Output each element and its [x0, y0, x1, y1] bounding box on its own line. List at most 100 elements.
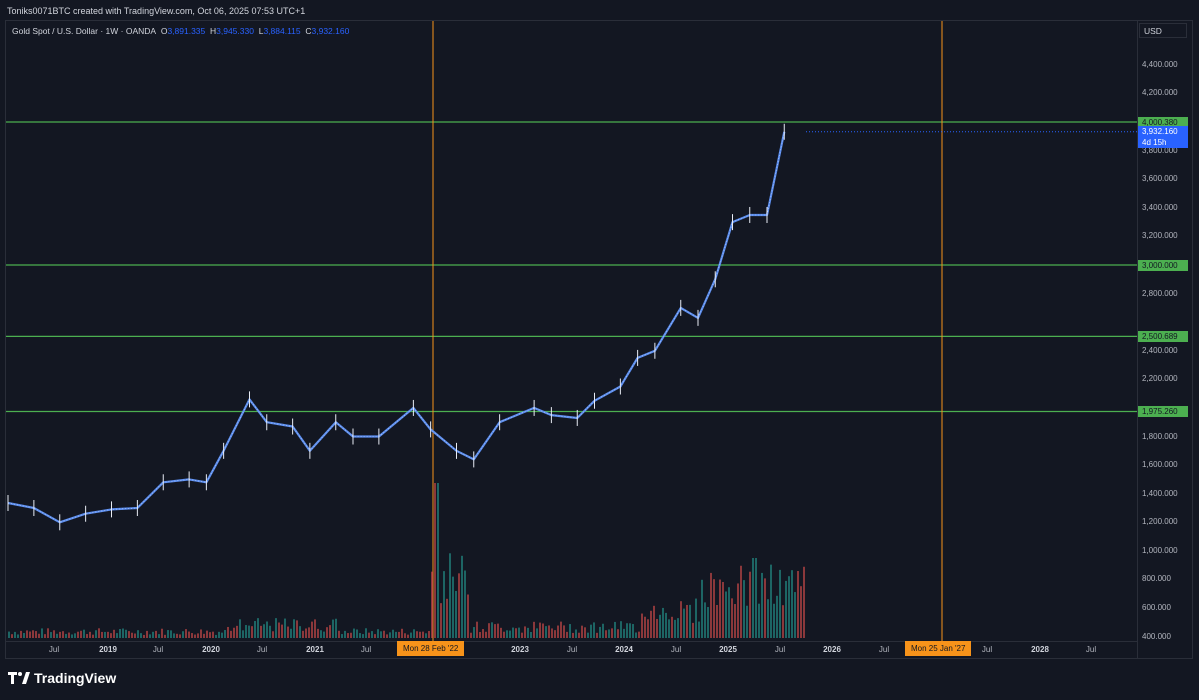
volume-bar	[365, 628, 367, 638]
volume-bar	[272, 631, 274, 638]
volume-bar	[86, 634, 88, 638]
volume-bar	[686, 604, 688, 638]
volume-bar	[476, 621, 478, 638]
time-tick-label: Jul	[566, 645, 578, 654]
volume-bar	[374, 634, 376, 638]
volume-bar	[287, 626, 289, 638]
price-tick-label: 3,600.000	[1142, 174, 1178, 184]
volume-bar	[356, 629, 358, 638]
volume-bar	[488, 623, 490, 638]
volume-bar	[512, 627, 514, 638]
volume-bar	[314, 619, 316, 638]
volume-bar	[491, 622, 493, 638]
volume-bar	[581, 625, 583, 638]
volume-bar	[461, 555, 463, 638]
volume-bar	[224, 629, 226, 638]
volume-bar	[425, 633, 427, 638]
volume-bar	[671, 616, 673, 638]
volume-bar	[269, 625, 271, 638]
volume-bar	[515, 628, 517, 638]
time-axis[interactable]	[6, 641, 1137, 659]
volume-bar	[572, 632, 574, 638]
volume-bar	[800, 586, 802, 638]
price-tick-label: 2,200.000	[1142, 374, 1178, 384]
volume-bar	[59, 631, 61, 638]
volume-bar	[350, 632, 352, 638]
volume-bar	[665, 612, 667, 638]
volume-bar	[317, 628, 319, 638]
volume-bar	[584, 627, 586, 638]
volume-bar	[602, 623, 604, 638]
price-tick-label: 1,200.000	[1142, 517, 1178, 527]
volume-bar	[719, 579, 721, 638]
volume-bar	[623, 628, 625, 638]
volume-bar	[455, 590, 457, 638]
volume-bar	[656, 618, 658, 638]
volume-bar	[521, 632, 523, 638]
volume-bar	[182, 631, 184, 638]
crosshair-date-right: Mon 25 Jan '27	[905, 641, 972, 656]
volume-bar	[119, 628, 121, 638]
price-tick-label: 2,400.000	[1142, 345, 1178, 355]
volume-bar	[698, 621, 700, 638]
volume-bar	[266, 621, 268, 638]
volume-bar	[68, 632, 70, 638]
volume-bar	[779, 569, 781, 638]
time-tick-label: Jul	[774, 645, 786, 654]
volume-bar	[218, 631, 220, 638]
volume-bar	[152, 631, 154, 638]
price-tick-label: 3,400.000	[1142, 202, 1178, 212]
volume-bar	[725, 591, 727, 638]
volume-bar	[50, 632, 52, 638]
currency-label[interactable]: USD	[1139, 23, 1187, 38]
volume-bar	[164, 634, 166, 638]
volume-bar	[200, 629, 202, 638]
price-tick-label: 600.000	[1142, 603, 1171, 613]
open-label: O	[160, 26, 168, 36]
close-value: 3,932.160	[311, 26, 350, 36]
volume-bar	[626, 623, 628, 638]
volume-bar	[335, 618, 337, 638]
tradingview-logo[interactable]: TradingView	[8, 670, 116, 686]
time-tick-label: 2020	[202, 645, 220, 654]
price-tick-label: 1,400.000	[1142, 488, 1178, 498]
volume-bar	[242, 630, 244, 638]
volume-bar	[689, 604, 691, 638]
volume-bar	[203, 633, 205, 638]
volume-bar	[188, 631, 190, 638]
volume-bar	[560, 621, 562, 638]
current-price-value: 3,932.160	[1142, 127, 1178, 136]
volume-bar	[803, 566, 805, 638]
chart-plot-area[interactable]	[6, 21, 1137, 658]
time-tick-label: Jul	[152, 645, 164, 654]
volume-bar	[644, 616, 646, 638]
volume-bar	[23, 633, 25, 638]
volume-bar	[458, 573, 460, 638]
low-label: L	[258, 26, 264, 36]
volume-bar	[125, 629, 127, 638]
volume-bar	[638, 631, 640, 638]
volume-bar	[497, 623, 499, 638]
time-tick-label: Jul	[670, 645, 682, 654]
volume-bar	[305, 628, 307, 638]
volume-bar	[797, 571, 799, 638]
volume-bar	[464, 570, 466, 638]
brand-name: TradingView	[34, 670, 117, 686]
volume-bar	[197, 633, 199, 638]
volume-bar	[749, 571, 751, 638]
volume-bar	[761, 572, 763, 638]
volume-bar	[248, 625, 250, 638]
volume-bar	[26, 630, 28, 638]
volume-bar	[731, 598, 733, 638]
price-axis[interactable]	[1137, 21, 1194, 658]
volume-bar	[17, 634, 19, 638]
volume-bar	[32, 630, 34, 638]
volume-bar	[707, 607, 709, 638]
price-tick-label: 2,800.000	[1142, 288, 1178, 298]
volume-bar	[740, 565, 742, 638]
volume-bar	[413, 629, 415, 638]
volume-bar	[470, 632, 472, 638]
volume-bar	[20, 630, 22, 638]
volume-bar	[77, 631, 79, 638]
